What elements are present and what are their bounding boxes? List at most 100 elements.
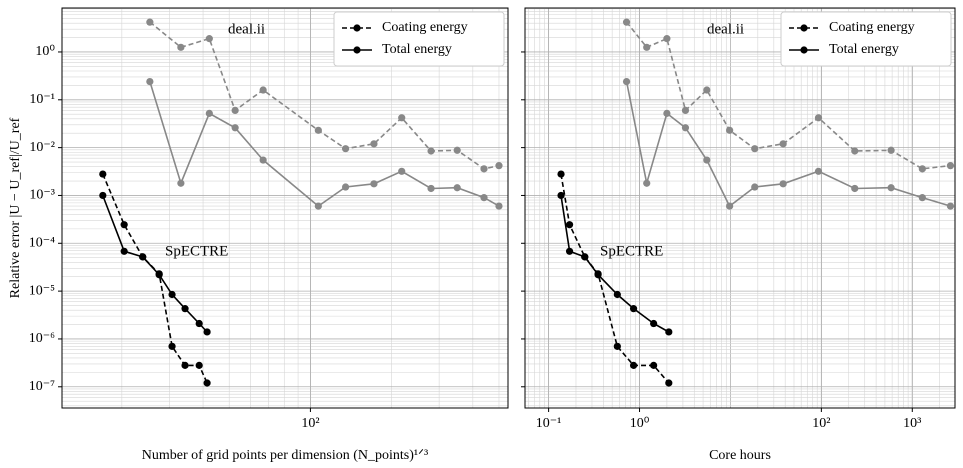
x-tick-label: 10² [301,416,319,431]
series-line [560,173,670,384]
data-point [726,202,734,210]
data-point [139,253,147,261]
x-axis-label: Number of grid points per dimension (N_p… [142,448,429,463]
data-point [665,328,673,336]
data-point [99,170,107,178]
data-point [665,379,673,387]
data-point [177,43,185,51]
data-point [751,183,759,191]
data-point [427,147,435,155]
data-point [613,290,621,299]
legend-marker [353,46,361,54]
data-point [341,145,350,153]
axes-frame [61,7,509,409]
legend-label: Total energy [382,42,452,57]
annotation: SpECTRE [165,243,228,259]
y-axis-label: Relative error |U − U_ref|/U_ref [8,117,23,298]
y-tick-label: 10⁻⁷ [29,379,55,394]
data-point [398,167,406,175]
series-line [102,195,208,333]
data-point [146,18,154,26]
data-point [751,145,759,153]
data-point [453,146,461,154]
data-point [177,179,185,187]
data-point [453,184,461,192]
legend-label: Coating energy [382,20,468,35]
data-point [495,162,503,170]
annotation: deal.ii [228,21,265,37]
y-tick-label: 10⁻⁵ [29,283,55,298]
data-point [779,180,787,188]
legend-box [780,11,952,67]
series-line [149,81,500,208]
data-point [613,342,621,350]
data-point [557,191,565,200]
legend-marker [800,46,808,54]
data-point [946,202,955,210]
data-point [120,247,128,255]
data-point [643,179,651,187]
data-point [622,78,631,86]
legend-marker [800,24,808,32]
data-point [203,328,211,336]
data-point [663,109,671,117]
data-point [259,86,267,94]
annotation: deal.ii [707,21,744,37]
data-point [726,126,734,134]
y-tick-label: 10⁻⁴ [29,236,55,251]
data-point [205,35,213,43]
data-point [663,35,671,43]
data-point [557,170,565,178]
data-point [495,202,503,210]
data-point [370,140,378,148]
data-point [314,202,322,210]
x-tick-label: 10² [812,416,830,431]
data-point [887,146,895,154]
data-point [629,361,638,369]
data-point [918,165,926,173]
legend-marker [353,24,361,32]
data-point [168,342,176,350]
y-tick-label: 10⁰ [35,44,55,59]
data-point [594,271,602,279]
data-point [314,126,322,134]
data-point [155,271,163,279]
data-point [370,180,378,188]
data-point [946,162,955,170]
x-tick-label: 10³ [903,416,921,431]
annotation: SpECTRE [600,243,663,259]
data-point [779,140,787,148]
y-tick-label: 10⁻¹ [29,92,55,107]
data-point [629,305,638,313]
series-line [625,81,951,208]
data-point [259,156,267,164]
axes-frame [524,7,956,409]
x-tick-label: 10⁰ [630,416,650,431]
data-point [427,184,435,193]
data-point [231,124,239,132]
data-point [887,184,895,192]
data-point [581,253,589,261]
y-tick-label: 10⁻² [29,140,55,155]
data-point [168,290,176,299]
plot-area [99,18,503,387]
series-line [560,195,670,333]
data-point [203,379,211,387]
data-point [703,86,711,94]
legend-label: Coating energy [829,20,915,35]
x-tick-label: 10⁻¹ [536,416,562,431]
y-tick-label: 10⁻³ [29,188,55,203]
data-point [851,184,859,193]
data-point [650,361,658,369]
data-point [622,18,631,26]
data-point [565,247,574,255]
data-point [650,319,658,328]
data-point [99,191,107,200]
legend-label: Total energy [829,42,899,57]
data-point [181,305,189,313]
data-point [643,43,651,51]
data-point [918,194,926,202]
series-line [102,173,208,384]
data-point [480,194,488,202]
